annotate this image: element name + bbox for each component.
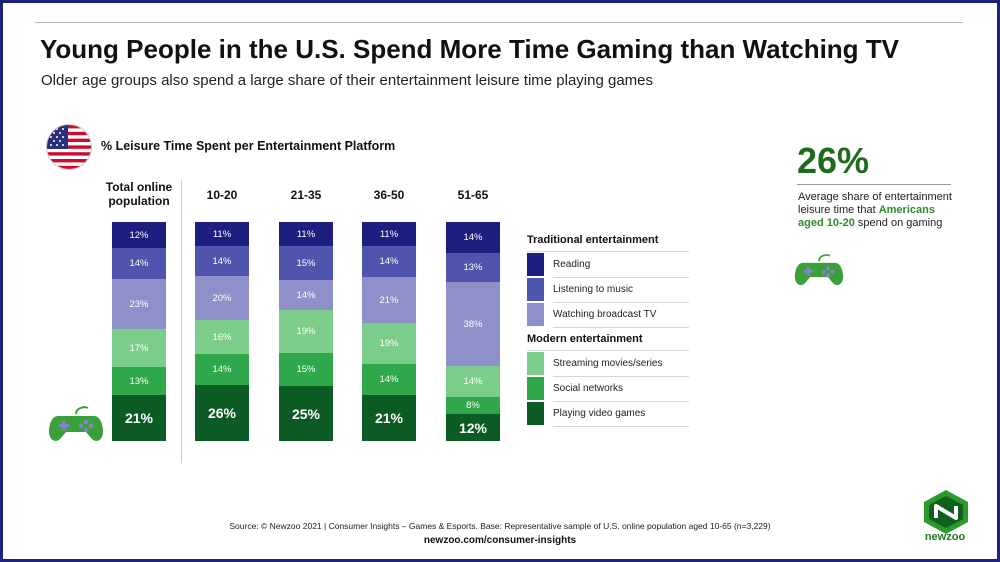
newzoo-logo-icon <box>920 488 972 548</box>
bar-segment: 12% <box>112 222 166 248</box>
gamepad-icon <box>48 404 104 444</box>
bar-segment: 21% <box>112 395 166 441</box>
legend-swatch <box>527 303 544 326</box>
highlight-value: 26% <box>797 140 870 181</box>
highlight-text: Average share of entertainment leisure t… <box>798 191 958 230</box>
legend-swatch <box>527 253 544 276</box>
legend-item: Streaming movies/series <box>527 352 662 375</box>
bar-segment: 14% <box>446 222 500 253</box>
legend-rule <box>527 350 689 351</box>
bar-segment: 15% <box>279 246 333 280</box>
bar-header: 36-50 <box>373 188 405 202</box>
top-rule <box>35 22 963 23</box>
bar-header: 10-20 <box>206 188 238 202</box>
bar-segment: 16% <box>195 320 249 354</box>
bar-segment: 21% <box>362 277 416 323</box>
bar-segment: 14% <box>362 364 416 395</box>
highlight-text-emphasis: Americans aged 10-20 <box>798 204 935 229</box>
legend-item: Playing video games <box>527 402 645 425</box>
bar-segment: 26% <box>195 385 249 441</box>
bar-segment: 14% <box>195 246 249 276</box>
bar-segment: 19% <box>362 323 416 364</box>
legend-swatch <box>527 402 544 425</box>
bar-segment: 15% <box>279 353 333 386</box>
legend-rule <box>553 376 689 377</box>
bar-segment: 13% <box>446 253 500 282</box>
bar-segment: 19% <box>279 310 333 353</box>
bar-segment: 14% <box>446 366 500 397</box>
bar-segment: 11% <box>279 222 333 246</box>
bar-segment: 13% <box>112 367 166 395</box>
legend-label: Listening to music <box>553 284 634 295</box>
legend-rule <box>553 302 689 303</box>
legend-swatch <box>527 352 544 375</box>
bar-segment: 12% <box>446 414 500 441</box>
bar-segment: 14% <box>279 280 333 310</box>
legend-group-modern: Modern entertainment <box>527 333 643 345</box>
newzoo-logo-text: newzoo <box>924 531 966 543</box>
legend-item: Listening to music <box>527 278 633 301</box>
legend-label: Social networks <box>553 383 624 394</box>
page-subtitle: Older age groups also spend a large shar… <box>41 72 654 89</box>
bar-segment: 14% <box>195 354 249 385</box>
us-flag-icon <box>46 124 92 170</box>
legend-label: Watching broadcast TV <box>553 309 657 320</box>
source-note: Source: © Newzoo 2021 | Consumer Insight… <box>229 521 771 531</box>
legend-item: Watching broadcast TV <box>527 303 656 326</box>
legend-rule <box>553 277 689 278</box>
chart-title: % Leisure Time Spent per Entertainment P… <box>101 139 396 153</box>
stacked-bar: 14% 13% 38% 14% 8% 12% <box>446 222 500 441</box>
bar-segment: 23% <box>112 279 166 329</box>
bar-segment: 25% <box>279 386 333 441</box>
legend-group-traditional: Traditional entertainment <box>527 234 659 246</box>
legend-item: Reading <box>527 253 590 276</box>
legend-rule <box>527 251 689 252</box>
stacked-bar: 11% 15% 14% 19% 15% 25% <box>279 222 333 441</box>
legend-rule <box>553 426 689 427</box>
legend-rule <box>553 401 689 402</box>
bar-header: 21-35 <box>290 188 322 202</box>
stacked-bar: 11% 14% 20% 16% 14% 26% <box>195 222 249 441</box>
legend-label: Streaming movies/series <box>553 358 663 369</box>
page-title: Young People in the U.S. Spend More Time… <box>40 34 900 64</box>
bar-segment: 14% <box>112 248 166 279</box>
bar-segment: 20% <box>195 276 249 320</box>
bar-segment: 21% <box>362 395 416 441</box>
legend-rule <box>553 327 689 328</box>
bar-header: 51-65 <box>457 188 489 202</box>
bar-segment: 14% <box>362 246 416 277</box>
bar-segment: 11% <box>195 222 249 246</box>
site-link[interactable]: newzoo.com/consumer-insights <box>423 535 577 546</box>
stacked-bar: 12% 14% 23% 17% 13% 21% <box>112 222 166 441</box>
bar-segment: 17% <box>112 329 166 367</box>
gamepad-icon <box>794 252 844 288</box>
stat-rule <box>797 184 951 185</box>
legend-swatch <box>527 377 544 400</box>
legend-label: Reading <box>553 259 591 270</box>
bar-segment: 8% <box>446 397 500 414</box>
highlight-text-before: Average share of entertainment leisure t… <box>798 191 952 216</box>
stacked-bar: 11% 14% 21% 19% 14% 21% <box>362 222 416 441</box>
divider <box>181 180 182 463</box>
bar-segment: 11% <box>362 222 416 246</box>
highlight-text-after: spend on gaming <box>854 217 943 229</box>
legend-swatch <box>527 278 544 301</box>
bar-header: Total online population <box>105 180 173 208</box>
legend-item: Social networks <box>527 377 623 400</box>
legend-label: Playing video games <box>553 408 646 419</box>
bar-segment: 38% <box>446 282 500 366</box>
